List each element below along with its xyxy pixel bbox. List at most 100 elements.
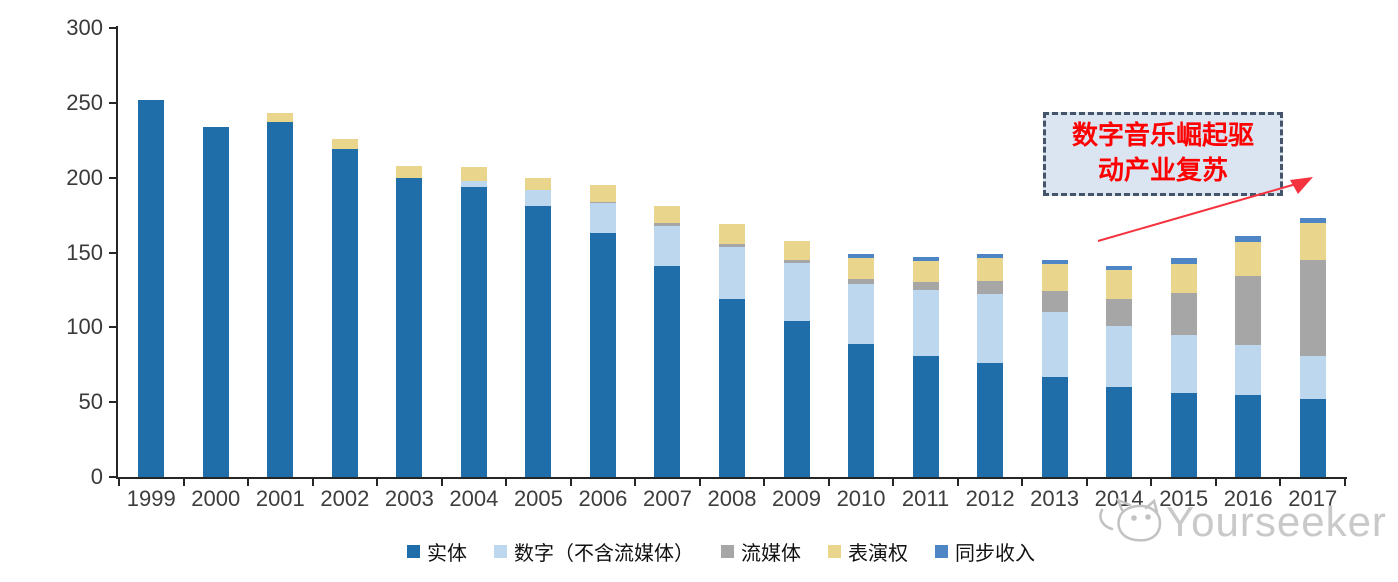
legend-swatch-icon (828, 545, 841, 558)
legend-item: 实体 (407, 537, 467, 566)
bar-segment-2017 (1299, 355, 1326, 400)
x-tick (118, 477, 120, 486)
legend-label: 实体 (427, 541, 467, 565)
bar-segment-2005 (525, 189, 552, 207)
x-tick (698, 477, 701, 486)
x-tick (1214, 477, 1217, 486)
y-tick-label: 200 (66, 164, 103, 190)
legend-item: 流媒体 (721, 537, 801, 566)
bar-segment-2006 (589, 233, 616, 477)
bar-segment-2007 (654, 222, 681, 226)
bar-segment-2016 (1235, 345, 1262, 395)
bar-segment-2014 (1106, 298, 1133, 326)
bar-segment-2002 (331, 138, 358, 150)
y-tick-label: 100 (66, 314, 103, 340)
bar-segment-2004 (460, 186, 487, 477)
bar-segment-2016 (1235, 276, 1262, 346)
bar-segment-2016 (1235, 394, 1262, 477)
bar-segment-2006 (589, 203, 616, 234)
y-tick (109, 476, 117, 478)
x-tick (1021, 477, 1024, 486)
x-axis-label: 2006 (578, 486, 628, 511)
y-tick (109, 176, 117, 179)
x-axis-line (116, 477, 1347, 479)
bar-segment-2012 (977, 258, 1004, 281)
bar-segment-2011 (912, 256, 939, 262)
x-tick (311, 477, 314, 486)
bar-segment-2014 (1106, 325, 1133, 388)
x-axis-label: 2015 (1159, 486, 1209, 511)
x-tick (182, 477, 185, 486)
legend-label: 同步收入 (955, 541, 1035, 565)
bar-segment-2014 (1106, 387, 1133, 477)
bar-segment-2011 (912, 261, 939, 283)
bar-segment-2009 (783, 262, 810, 322)
bar-segment-2015 (1170, 258, 1197, 265)
legend-label: 数字（不含流媒体） (514, 541, 694, 565)
x-axis-label: 2016 (1223, 486, 1273, 511)
x-axis-label: 2010 (836, 486, 886, 511)
legend-swatch-icon (935, 545, 948, 558)
bar-segment-2008 (719, 243, 745, 247)
bar-segment-2011 (912, 282, 939, 290)
x-axis-label: 2012 (965, 486, 1015, 511)
bar-segment-2015 (1170, 292, 1197, 335)
annotation-arrow-icon (1097, 177, 1313, 242)
bar-segment-2001 (267, 122, 294, 477)
legend-item: 同步收入 (935, 537, 1035, 566)
annotation-callout: 数字音乐崛起驱 动产业复苏 (1043, 112, 1283, 196)
y-tick (109, 251, 117, 254)
bar-segment-2012 (977, 294, 1004, 364)
bar-segment-2007 (654, 225, 681, 266)
legend-item: 表演权 (828, 537, 908, 566)
bar-segment-2013 (1041, 376, 1068, 477)
y-tick-label: 0 (90, 464, 103, 489)
x-axis-label: 1999 (126, 486, 176, 511)
chart-legend: 实体 数字（不含流媒体） 流媒体 表演权 同步收入 (44, 537, 1398, 566)
bar-segment-2010 (848, 283, 875, 344)
legend-item: 数字（不含流媒体） (494, 537, 694, 566)
bar-segment-2002 (331, 149, 358, 477)
bar-segment-2011 (912, 289, 939, 356)
bar-segment-2012 (977, 363, 1004, 477)
x-axis-label: 2008 (707, 486, 757, 511)
bar-segment-2003 (396, 177, 423, 477)
x-axis-label: 2011 (901, 486, 950, 511)
bar-segment-2014 (1106, 270, 1133, 299)
x-tick (763, 477, 766, 486)
y-tick-label: 150 (66, 239, 103, 265)
legend-label: 流媒体 (741, 541, 801, 565)
x-axis-label: 2005 (513, 486, 563, 511)
x-tick (956, 477, 959, 486)
x-tick (440, 477, 443, 486)
bar-segment-2015 (1170, 264, 1197, 293)
x-axis-label: 2004 (449, 486, 499, 511)
bar-segment-2010 (848, 279, 875, 284)
bar-segment-2014 (1106, 265, 1133, 271)
x-axis-label: 2007 (642, 486, 692, 511)
x-axis-label: 2013 (1030, 486, 1080, 511)
bar-segment-2009 (783, 259, 810, 263)
bar-segment-2009 (783, 321, 810, 477)
legend-swatch-icon (494, 545, 507, 558)
bar-segment-2008 (719, 224, 745, 244)
x-tick (569, 477, 572, 486)
bar-segment-2013 (1041, 291, 1068, 313)
bar-segment-2007 (654, 206, 681, 223)
y-tick-label: 250 (66, 89, 103, 115)
y-tick (109, 101, 117, 104)
bar-segment-2007 (654, 265, 681, 477)
y-tick-label: 300 (66, 15, 103, 40)
bar-segment-2000 (202, 126, 229, 477)
bar-segment-2010 (848, 258, 875, 280)
bar-segment-2017 (1299, 218, 1326, 223)
bar-segment-2004 (460, 167, 487, 181)
x-tick (1150, 477, 1153, 486)
x-tick (827, 477, 830, 486)
bar-segment-2011 (912, 355, 939, 477)
bar-segment-2008 (719, 246, 745, 299)
y-axis-line (116, 26, 118, 479)
y-tick (109, 27, 117, 29)
